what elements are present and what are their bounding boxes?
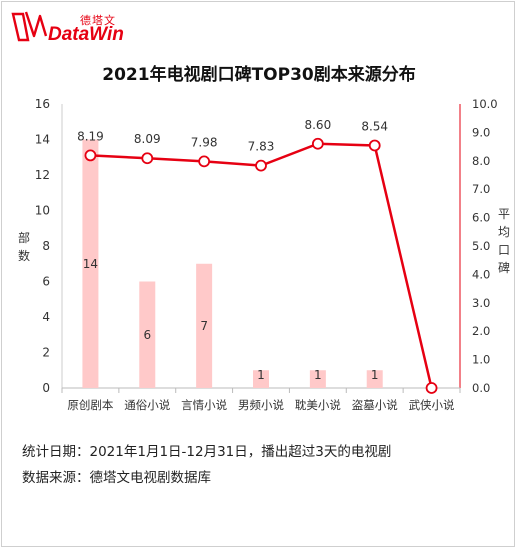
bar (309, 370, 326, 388)
bar-value-label: 14 (83, 257, 98, 271)
category-label: 盗墓小说 (352, 398, 398, 412)
line-value-label: 8.60 (304, 118, 331, 132)
bar (196, 263, 213, 388)
bar-value-label: 1 (371, 368, 379, 382)
category-label: 武侠小说 (409, 398, 455, 412)
right-axis-tick-label: 5.0 (472, 239, 490, 253)
right-axis-tick-label: 1.0 (472, 353, 490, 367)
left-axis-tick-label: 10 (35, 204, 50, 218)
line-point (368, 139, 381, 152)
right-axis-label-char: 平 (498, 207, 510, 221)
category-label: 言情小说 (181, 398, 227, 412)
chart-title: 2021年电视剧口碑TOP30剧本来源分布 (102, 65, 416, 85)
stats-date-note: 统计日期：2021年1月1日-12月31日，播出超过3天的电视剧 (22, 444, 392, 460)
line-point (311, 137, 324, 150)
brand-name-en: DataWin (48, 24, 124, 45)
right-axis-tick-label: 9.0 (472, 125, 490, 139)
bar-value-label: 6 (143, 328, 151, 342)
right-axis-tick-label: 10.0 (472, 97, 498, 111)
brand-name-cn: 德塔文 (80, 14, 116, 27)
line-point (425, 382, 438, 394)
left-axis-tick-label: 12 (35, 168, 50, 182)
right-axis-tick-label: 6.0 (472, 211, 490, 225)
left-axis-label-char: 数 (18, 248, 30, 263)
right-axis-tick-label: 8.0 (472, 154, 490, 168)
right-axis-label-char: 碑 (498, 260, 510, 275)
bar-value-label: 7 (200, 319, 208, 333)
left-axis-tick-label: 2 (42, 346, 50, 360)
data-source-note: 数据来源：德塔文电视剧数据库 (22, 470, 211, 486)
left-axis-tick-label: 14 (35, 133, 50, 147)
line-value-label: 8.09 (134, 132, 161, 146)
bar-value-label: 1 (314, 368, 322, 382)
line-point (84, 149, 97, 162)
right-axis-tick-label: 3.0 (472, 296, 490, 310)
category-label: 男频小说 (238, 398, 284, 412)
bar-value-label: 1 (257, 368, 265, 382)
right-axis-label-char: 均 (498, 225, 510, 239)
bar (139, 281, 156, 388)
left-axis-tick-label: 16 (35, 97, 50, 111)
line-point (141, 152, 154, 165)
line-value-label: 8.19 (77, 129, 104, 143)
line-value-label: 8.54 (361, 119, 388, 133)
combo-chart: 02468101214160.01.02.03.04.05.06.07.08.0… (18, 97, 510, 412)
line-point (198, 155, 211, 168)
line-point (255, 159, 267, 172)
right-axis-label-char: 口 (498, 243, 510, 257)
right-axis-tick-label: 0.0 (472, 381, 490, 395)
category-label: 原创剧本 (67, 398, 113, 412)
left-axis-tick-label: 4 (42, 310, 50, 324)
datawin-logo: 德塔文 DataWin (10, 10, 160, 46)
left-axis-tick-label: 8 (42, 239, 50, 253)
left-axis-tick-label: 6 (42, 275, 50, 289)
bar (253, 370, 269, 388)
left-axis-label-char: 部 (18, 230, 30, 245)
category-label: 耽美小说 (295, 398, 341, 412)
datawin-logo-icon (11, 11, 48, 42)
bar (366, 370, 383, 388)
line-value-label: 7.83 (248, 140, 275, 154)
left-axis-tick-label: 0 (42, 381, 50, 395)
category-label: 通俗小说 (124, 398, 170, 412)
bar (82, 139, 99, 388)
right-axis-tick-label: 2.0 (472, 324, 490, 338)
right-axis-tick-label: 7.0 (472, 182, 490, 196)
right-axis-tick-label: 4.0 (472, 267, 490, 281)
line-value-label: 7.98 (191, 135, 218, 149)
